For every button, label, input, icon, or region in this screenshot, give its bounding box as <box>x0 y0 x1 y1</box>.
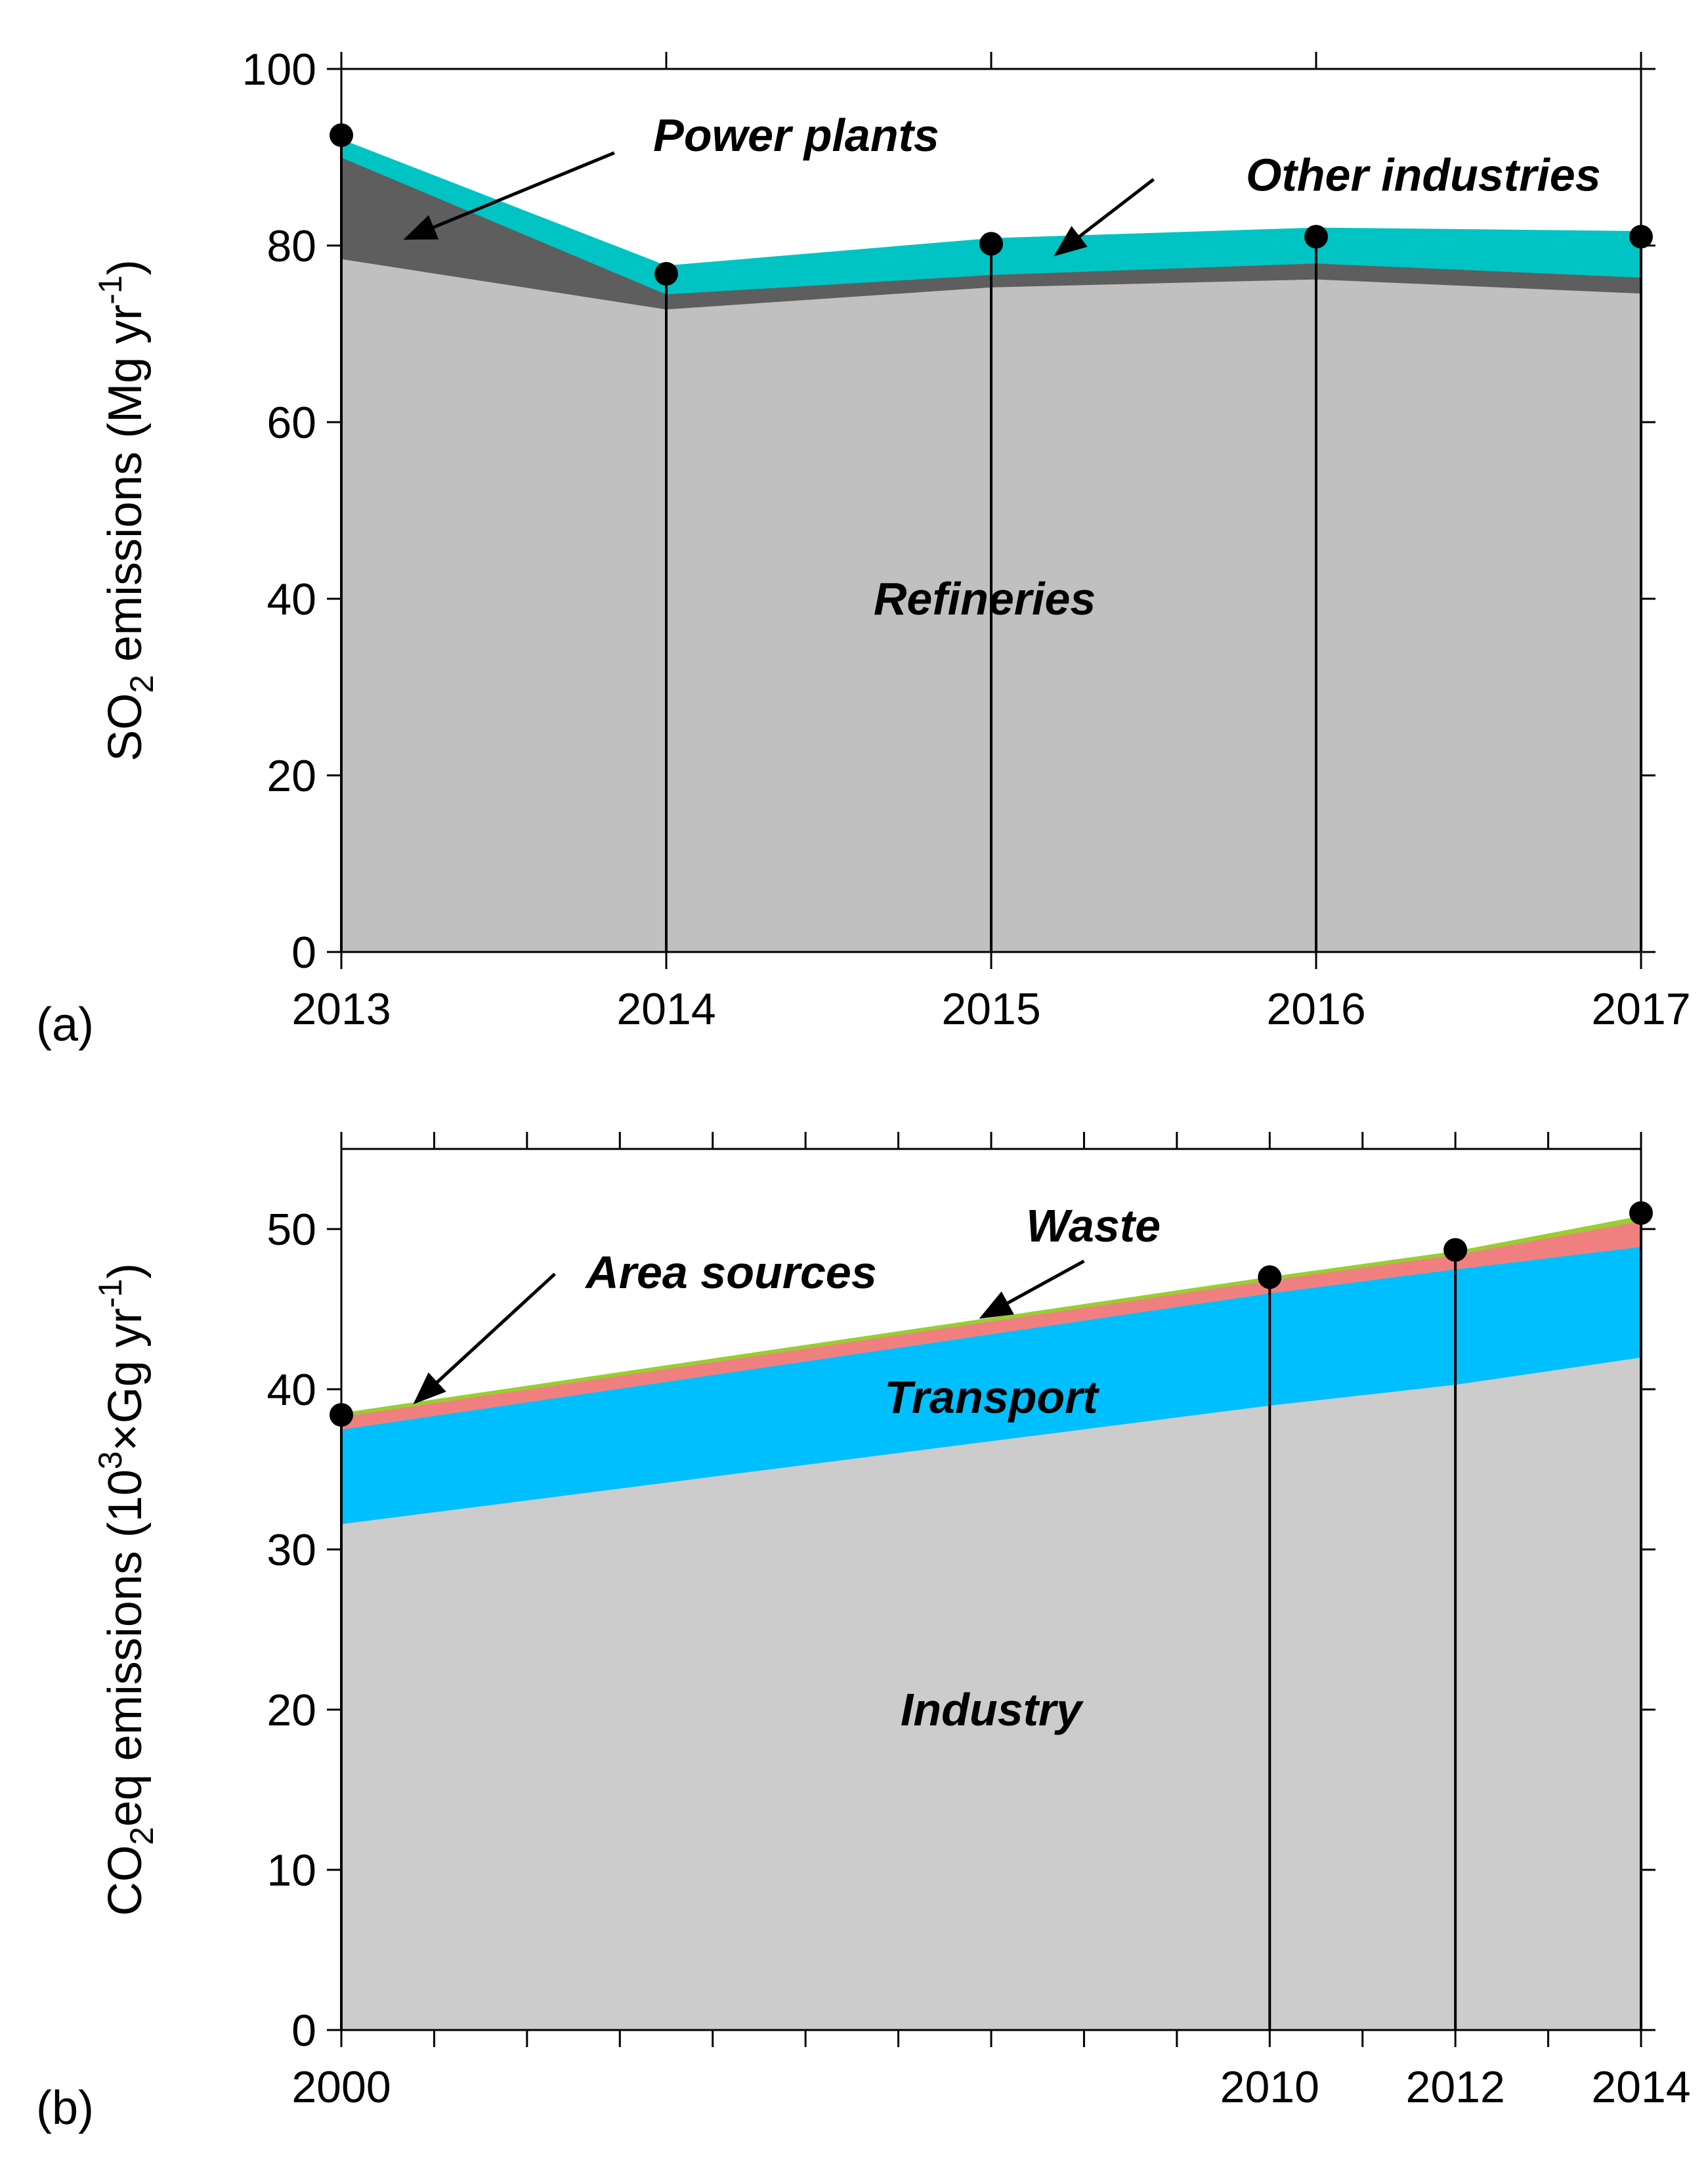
observed-point <box>330 1403 353 1427</box>
y-tick-label: 0 <box>291 928 316 978</box>
y-tick-label: 100 <box>242 45 316 95</box>
x-tick-label: 2014 <box>616 984 715 1034</box>
observed-point <box>1304 225 1328 249</box>
y-axis-title-part: -1 <box>92 275 129 304</box>
x-tick-label: 2012 <box>1406 2062 1505 2112</box>
panel-label: (b) <box>36 2082 94 2134</box>
y-axis-title-part: 3 <box>92 1451 129 1469</box>
annotation-arrow <box>979 1259 1085 1319</box>
observed-point <box>1443 1238 1468 1262</box>
y-axis-title-part: 2 <box>123 675 160 693</box>
y-axis-title-part: SO <box>99 693 152 762</box>
observed-point <box>979 232 1003 256</box>
y-axis-title: CO2eq emissions (103×Gg yr-1) <box>92 1263 160 1916</box>
area-label-industry: Industry <box>901 1684 1084 1735</box>
observed-point <box>654 262 678 286</box>
y-axis-title-part: -1 <box>92 1279 129 1308</box>
area-label-power-plants: Power plants <box>653 110 939 161</box>
area-label-transport: Transport <box>884 1372 1100 1423</box>
y-axis-title-part: CO <box>99 1845 152 1916</box>
annotation-arrow <box>403 151 615 240</box>
y-axis-title-part: ×Gg yr <box>99 1308 152 1451</box>
x-tick-label: 2014 <box>1591 2062 1690 2112</box>
panel-label: (a) <box>36 999 94 1051</box>
y-tick-label: 80 <box>267 221 316 271</box>
y-tick-label: 40 <box>267 574 316 624</box>
y-axis-title-part: emissions (Mg yr <box>99 305 152 675</box>
observed-point <box>330 123 353 147</box>
observed-point <box>1258 1265 1282 1289</box>
y-tick-label: 10 <box>267 1846 316 1895</box>
y-tick-label: 20 <box>267 1685 316 1735</box>
x-tick-label: 2010 <box>1220 2062 1319 2112</box>
y-axis-title-part: eq emissions (10 <box>99 1469 152 1826</box>
x-tick-label: 2016 <box>1266 984 1365 1034</box>
y-tick-label: 30 <box>267 1525 316 1575</box>
y-tick-label: 60 <box>267 398 316 448</box>
x-tick-label: 2017 <box>1591 984 1690 1034</box>
x-tick-label: 2013 <box>291 984 391 1034</box>
y-axis-title: SO2 emissions (Mg yr-1) <box>92 259 160 761</box>
y-axis-title-part: 2 <box>123 1826 160 1845</box>
panel-a-chart: 0 20 40 60 80 100 2013 2014 2015 2016 2017 SO2 emis… <box>36 45 1691 1051</box>
annotation-arrow <box>1054 178 1155 257</box>
area-label-other-industries: Other industries <box>1246 149 1601 200</box>
observed-point <box>1629 225 1653 249</box>
x-tick-label: 2015 <box>941 984 1040 1034</box>
y-tick-label: 20 <box>267 751 316 801</box>
area-label-area-sources: Area sources <box>584 1247 877 1298</box>
x-tick-label: 2000 <box>291 2062 391 2112</box>
observed-point <box>1629 1201 1653 1225</box>
y-tick-label: 0 <box>291 2006 316 2056</box>
y-axis-title-part: ) <box>99 1263 152 1279</box>
y-tick-label: 50 <box>267 1205 316 1255</box>
annotation-arrow <box>413 1272 556 1404</box>
y-tick-label: 40 <box>267 1365 316 1415</box>
area-label-refineries: Refineries <box>874 573 1096 624</box>
area-label-waste: Waste <box>1026 1200 1161 1251</box>
y-axis-title-part: ) <box>99 259 152 275</box>
panel-b-chart: 0 10 20 30 40 50 2000 2010 2012 2014 CO2eq emissio… <box>36 1132 1691 2134</box>
